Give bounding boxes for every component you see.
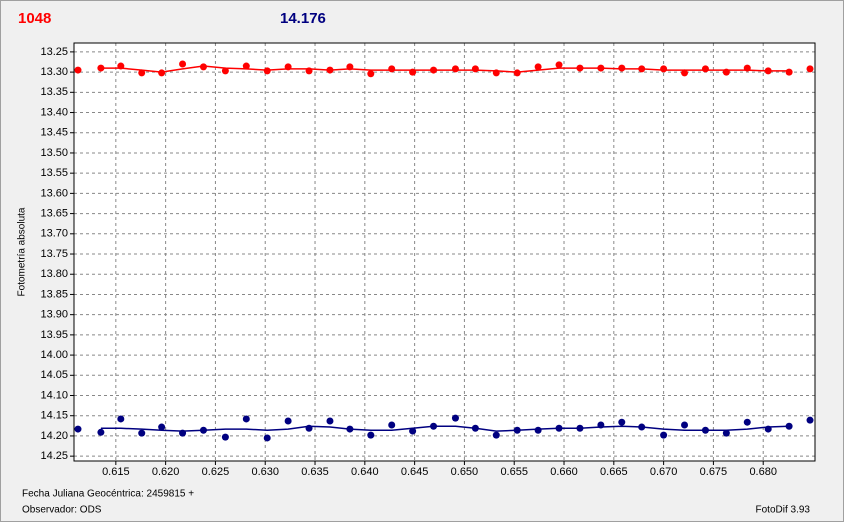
y-axis-title: Fotometría absoluta bbox=[17, 207, 28, 296]
y-tick-label: 14.00 bbox=[40, 349, 68, 361]
y-tick-label: 13.80 bbox=[40, 268, 68, 280]
x-tick-label: 0.635 bbox=[301, 466, 329, 478]
y-tick-label: 13.75 bbox=[40, 248, 68, 260]
data-point bbox=[451, 414, 459, 422]
x-tick-label: 0.630 bbox=[251, 466, 279, 478]
y-tick-label: 14.20 bbox=[40, 430, 68, 442]
y-tick-label: 14.10 bbox=[40, 389, 68, 401]
data-point bbox=[199, 63, 207, 71]
x-tick-label: 0.670 bbox=[650, 466, 678, 478]
data-point bbox=[221, 433, 229, 441]
y-tick-label: 14.05 bbox=[40, 369, 68, 381]
data-point bbox=[701, 65, 709, 73]
x-tick-label: 0.615 bbox=[102, 466, 130, 478]
y-tick-label: 13.70 bbox=[40, 228, 68, 240]
y-tick-label: 13.40 bbox=[40, 106, 68, 118]
y-tick-label: 14.25 bbox=[40, 450, 68, 462]
data-point bbox=[555, 61, 563, 69]
x-tick-label: 0.645 bbox=[401, 466, 429, 478]
data-point bbox=[367, 431, 375, 439]
data-point bbox=[158, 423, 166, 431]
data-point bbox=[158, 69, 166, 77]
x-tick-label: 0.665 bbox=[600, 466, 628, 478]
y-tick-label: 13.45 bbox=[40, 127, 68, 139]
data-point bbox=[513, 69, 521, 77]
data-point bbox=[451, 65, 459, 73]
data-point bbox=[534, 63, 542, 71]
data-point bbox=[263, 434, 271, 442]
fit-line bbox=[100, 65, 790, 73]
data-point bbox=[806, 65, 814, 73]
magnitude-label: 14.176 bbox=[280, 10, 326, 27]
y-tick-label: 13.55 bbox=[40, 167, 68, 179]
software: FotoDif 3.93 bbox=[756, 505, 811, 516]
data-point bbox=[367, 70, 375, 78]
data-point bbox=[660, 431, 668, 439]
data-point bbox=[618, 418, 626, 426]
x-tick-label: 0.655 bbox=[500, 466, 528, 478]
x-axis-title: Fecha Juliana Geocéntrica: 2459815 + bbox=[22, 489, 194, 500]
observer: Observador: ODS bbox=[22, 505, 102, 516]
data-point bbox=[221, 67, 229, 75]
y-tick-label: 13.35 bbox=[40, 86, 68, 98]
x-tick-label: 0.660 bbox=[550, 466, 578, 478]
x-tick-label: 0.620 bbox=[152, 466, 180, 478]
data-point bbox=[660, 65, 668, 73]
data-point bbox=[388, 421, 396, 429]
data-point bbox=[722, 429, 730, 437]
data-point bbox=[117, 415, 125, 423]
y-tick-label: 13.90 bbox=[40, 309, 68, 321]
data-point bbox=[138, 429, 146, 437]
y-tick-label: 13.60 bbox=[40, 187, 68, 199]
data-point bbox=[409, 427, 417, 435]
data-point bbox=[785, 68, 793, 76]
data-point bbox=[534, 426, 542, 434]
data-point bbox=[138, 69, 146, 77]
x-tick-label: 0.680 bbox=[749, 466, 777, 478]
data-point bbox=[681, 69, 689, 77]
y-tick-label: 13.85 bbox=[40, 288, 68, 300]
data-point bbox=[284, 417, 292, 425]
y-tick-label: 13.25 bbox=[40, 46, 68, 58]
plot-border bbox=[73, 42, 816, 462]
data-point bbox=[74, 66, 82, 74]
data-point bbox=[242, 415, 250, 423]
data-point bbox=[681, 421, 689, 429]
data-point bbox=[492, 431, 500, 439]
y-tick-label: 13.65 bbox=[40, 208, 68, 220]
data-point bbox=[97, 64, 105, 72]
x-tick-label: 0.625 bbox=[202, 466, 230, 478]
data-point bbox=[618, 64, 626, 72]
star-label: 1048 bbox=[18, 10, 51, 27]
data-point bbox=[97, 428, 105, 436]
data-point bbox=[242, 62, 250, 70]
data-point bbox=[263, 67, 271, 75]
x-tick-label: 0.675 bbox=[700, 466, 728, 478]
y-tick-label: 14.15 bbox=[40, 410, 68, 422]
y-tick-label: 13.50 bbox=[40, 147, 68, 159]
data-point bbox=[179, 60, 187, 68]
data-point bbox=[785, 422, 793, 430]
x-tick-label: 0.650 bbox=[451, 466, 479, 478]
fit-line bbox=[100, 425, 790, 432]
data-point bbox=[326, 417, 334, 425]
data-point bbox=[471, 65, 479, 73]
y-tick-label: 13.95 bbox=[40, 329, 68, 341]
x-tick-label: 0.640 bbox=[351, 466, 379, 478]
data-point bbox=[743, 418, 751, 426]
data-point bbox=[806, 416, 814, 424]
plot-area bbox=[74, 43, 815, 461]
data-point bbox=[74, 425, 82, 433]
data-point bbox=[388, 65, 396, 73]
y-tick-label: 13.30 bbox=[40, 66, 68, 78]
